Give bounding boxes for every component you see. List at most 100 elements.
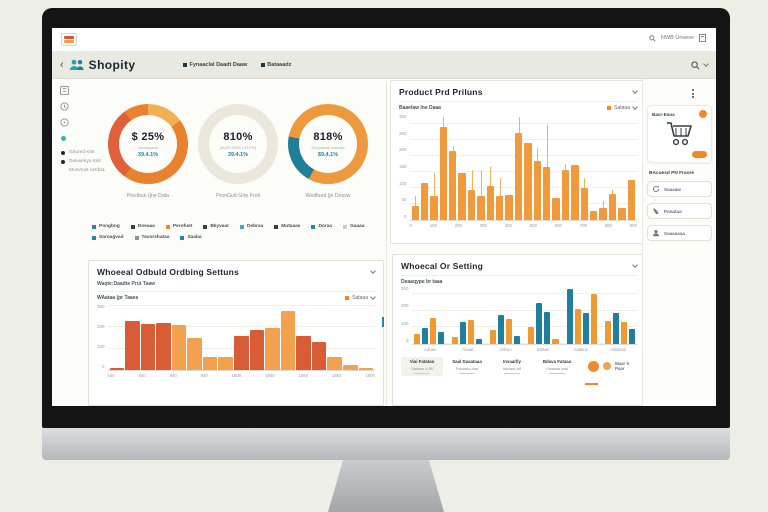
donut-chart-sales[interactable]: $ 25% ununyyana 39.4.1% — [108, 104, 188, 184]
sidebar-legend-item: Deluvirkyu Kist — [61, 159, 106, 164]
series-legend[interactable]: Sataaa — [607, 104, 638, 111]
bar — [590, 286, 597, 344]
legend-item[interactable]: Perofuet — [165, 224, 192, 229]
kpi-circle-medium[interactable] — [588, 360, 599, 372]
bar — [280, 304, 296, 370]
bar — [477, 114, 485, 220]
stat-cards: Viai Fatatao Saaaar 4.99 Saal Daaataaa Paaa… — [401, 357, 578, 376]
bar — [429, 286, 436, 344]
store-logo-icon[interactable] — [61, 33, 77, 46]
search-icon[interactable] — [649, 34, 656, 42]
bar — [552, 114, 560, 220]
chevron-down-icon[interactable] — [370, 268, 376, 274]
bar — [475, 286, 483, 344]
legend-item[interactable]: Saaba — [180, 235, 202, 240]
app-header: ‹ Shopity Fynaaclal Daadt Daaw Bataaadz — [52, 52, 716, 79]
bar — [449, 114, 457, 220]
bar — [498, 286, 505, 344]
bar — [505, 114, 513, 220]
monitor-chin — [42, 428, 730, 460]
rail-action-panataa[interactable]: Panataa — [647, 203, 712, 219]
scroll-indicator[interactable] — [382, 317, 384, 327]
legend-item[interactable]: Saroagvad — [92, 235, 124, 240]
panel-title: Product Prd Priluns — [399, 87, 483, 97]
brand-title[interactable]: Shopity — [88, 58, 136, 72]
donut-subtext: ununyyana — [138, 144, 158, 150]
donut-chart-orders[interactable]: 810% (2U29 4900 U7H7R) 39.4.1% — [198, 104, 278, 184]
monitor-stand — [328, 460, 444, 512]
bar — [420, 114, 429, 220]
bar — [612, 286, 619, 344]
legend-swatch — [274, 224, 279, 229]
legend-item[interactable]: Doeaaa — [130, 224, 155, 229]
legend-item[interactable]: Mutaaas — [274, 224, 300, 229]
legend-item[interactable]: Gaaaa — [343, 224, 364, 229]
chevron-down-icon[interactable] — [632, 262, 638, 268]
bar — [486, 114, 495, 220]
bar — [627, 114, 635, 220]
donut-percent: 39.4.1% — [227, 151, 249, 158]
person-icon — [652, 229, 660, 237]
appbar-nav-item[interactable]: Bataaadz — [261, 62, 291, 68]
bar — [140, 304, 156, 370]
cart-action-button[interactable] — [692, 151, 707, 158]
bar — [536, 286, 543, 344]
bar — [296, 304, 311, 370]
back-button[interactable]: ‹ — [60, 58, 64, 71]
clock-icon[interactable] — [60, 102, 69, 111]
chevron-down-icon[interactable] — [370, 294, 376, 300]
bar — [574, 286, 581, 344]
chevron-down-icon[interactable] — [632, 104, 638, 110]
legend-swatch — [92, 224, 96, 229]
bar — [458, 114, 466, 220]
archive-box-icon[interactable] — [699, 34, 706, 42]
bar — [342, 304, 358, 370]
legend-item[interactable]: Bkyvaar — [203, 224, 229, 229]
history-icon[interactable] — [60, 118, 69, 127]
histogram-ordering[interactable]: 300 200 100 0 640 840 840 840 1500 1800 1080 1850 15… — [97, 304, 375, 378]
donut-value: $ 25% — [131, 130, 165, 143]
legend-item[interactable]: Pongbng — [92, 224, 120, 229]
kpi-circle-small[interactable] — [603, 362, 611, 371]
cart-card[interactable]: Bacr-Eana — [647, 105, 712, 163]
chevron-down-icon[interactable] — [703, 61, 709, 67]
chevron-down-icon[interactable] — [632, 88, 638, 94]
nav-item-icon — [261, 63, 266, 67]
appbar-nav-item[interactable]: Fynaaclal Daadt Daaw — [183, 62, 247, 68]
kebab-menu-icon[interactable] — [692, 89, 694, 98]
search-icon[interactable] — [691, 60, 700, 70]
bar — [533, 114, 541, 220]
apps-grid-icon[interactable] — [60, 86, 69, 95]
chart-axis-label: WAataa (pr Taaes — [97, 295, 139, 301]
grouped-bar-chart-setting[interactable]: 300 200 100 0 Aduan Abaat Adbun Bdaan Adabns Adbb… — [401, 286, 637, 352]
rail-action-saaaaaaa[interactable]: Saaaaaaa — [647, 225, 712, 241]
stat-card[interactable]: Invaarlly tataaat taf — [491, 357, 533, 376]
bar — [467, 114, 476, 220]
stat-card[interactable]: Viai Fatatao Saaaar 4.99 — [401, 357, 443, 376]
kpi-circles: Maar b Paar — [584, 361, 633, 372]
legend-item[interactable]: Tavorshataa — [134, 235, 169, 240]
series-legend[interactable]: Sataaa — [345, 294, 376, 301]
legend-item[interactable]: Debraa — [240, 224, 263, 229]
donut-chart-products[interactable]: 818% Sevyasate kwinaja $9.4.1% — [288, 104, 368, 184]
status-legend: Pongbng Doeaaa Perofuet Bkyvaar Debraa Mutaaa… — [92, 224, 388, 240]
legend-swatch — [130, 224, 135, 229]
phone-icon — [652, 207, 660, 215]
bar — [552, 286, 559, 344]
legend-swatch — [607, 106, 612, 110]
bar — [589, 114, 598, 220]
stat-card[interactable]: Bdava Fataaa Paaaaa taat — [536, 357, 578, 376]
chart-subtitle: Baaelaw Ine Daaa — [399, 105, 441, 111]
bar — [249, 304, 265, 370]
bar — [202, 304, 218, 370]
sidebar-legend-item: Monvtoxt xxCkkL — [69, 168, 106, 173]
legend-item[interactable]: Doraa — [311, 224, 332, 229]
rail-action-saaaaw[interactable]: Saaaaw — [647, 181, 712, 197]
stat-card[interactable]: Saal Daaataaa Paaaata taat — [446, 357, 488, 376]
search-text[interactable]: NWB Unvese — [660, 35, 694, 41]
bar-chart-product[interactable]: 300 250 200 150 100 50 0 0 100 200 300 400 500 600 700… — [399, 114, 637, 228]
bar — [421, 286, 428, 344]
donut-value: 818% — [313, 130, 343, 143]
bar — [311, 304, 327, 370]
bar — [413, 286, 420, 344]
